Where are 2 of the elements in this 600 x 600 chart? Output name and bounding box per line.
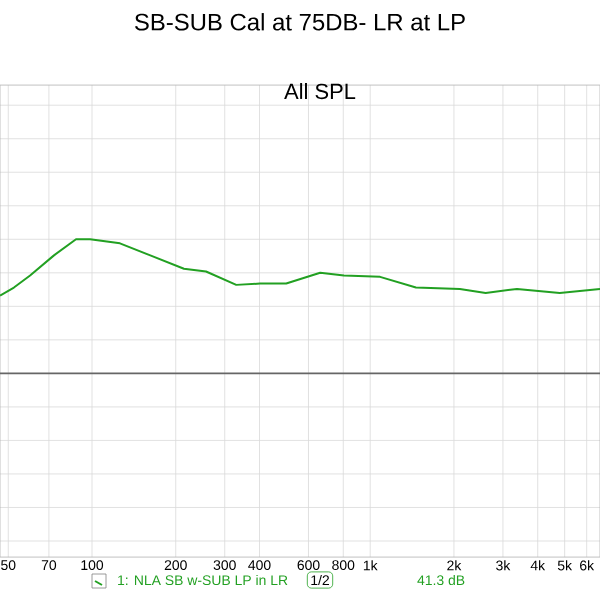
text: All SPL xyxy=(284,83,356,100)
chart-title: SB-SUB Cal at 75DB- LR at LP xyxy=(134,13,465,31)
